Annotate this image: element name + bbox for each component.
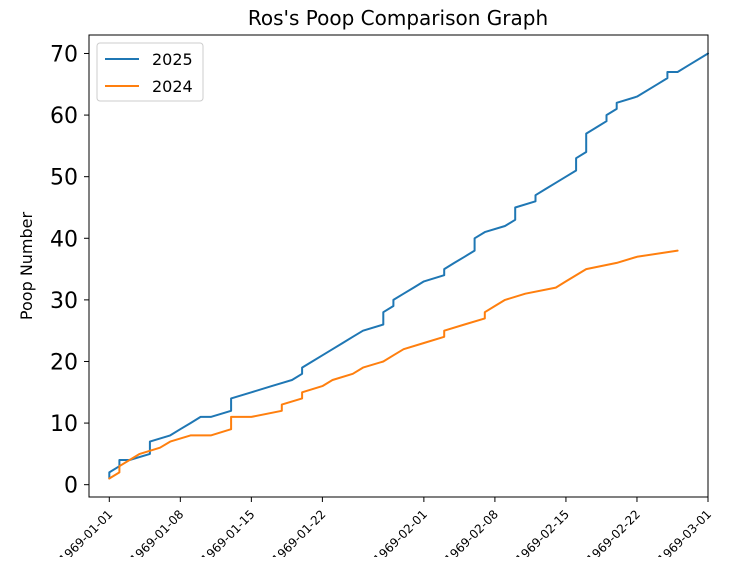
y-tick-label: 40	[50, 227, 78, 252]
y-tick-label: 60	[50, 104, 78, 129]
y-tick-label: 10	[50, 412, 78, 437]
y-tick-label: 20	[50, 350, 78, 375]
y-tick-label: 30	[50, 289, 78, 314]
y-tick-label: 0	[64, 474, 78, 499]
y-tick-label: 70	[50, 42, 78, 67]
y-tick-label: 50	[50, 166, 78, 191]
y-axis-label: Poop Number	[17, 211, 36, 320]
series-line-2024	[108, 249, 679, 480]
plot-frame	[88, 34, 709, 498]
chart-title: Ros's Poop Comparison Graph	[248, 6, 548, 30]
series-line-2025	[108, 52, 709, 480]
legend-label-2024: 2024	[152, 77, 193, 96]
legend-label-2025: 2025	[152, 50, 193, 69]
legend: 2025 2024	[96, 42, 204, 102]
